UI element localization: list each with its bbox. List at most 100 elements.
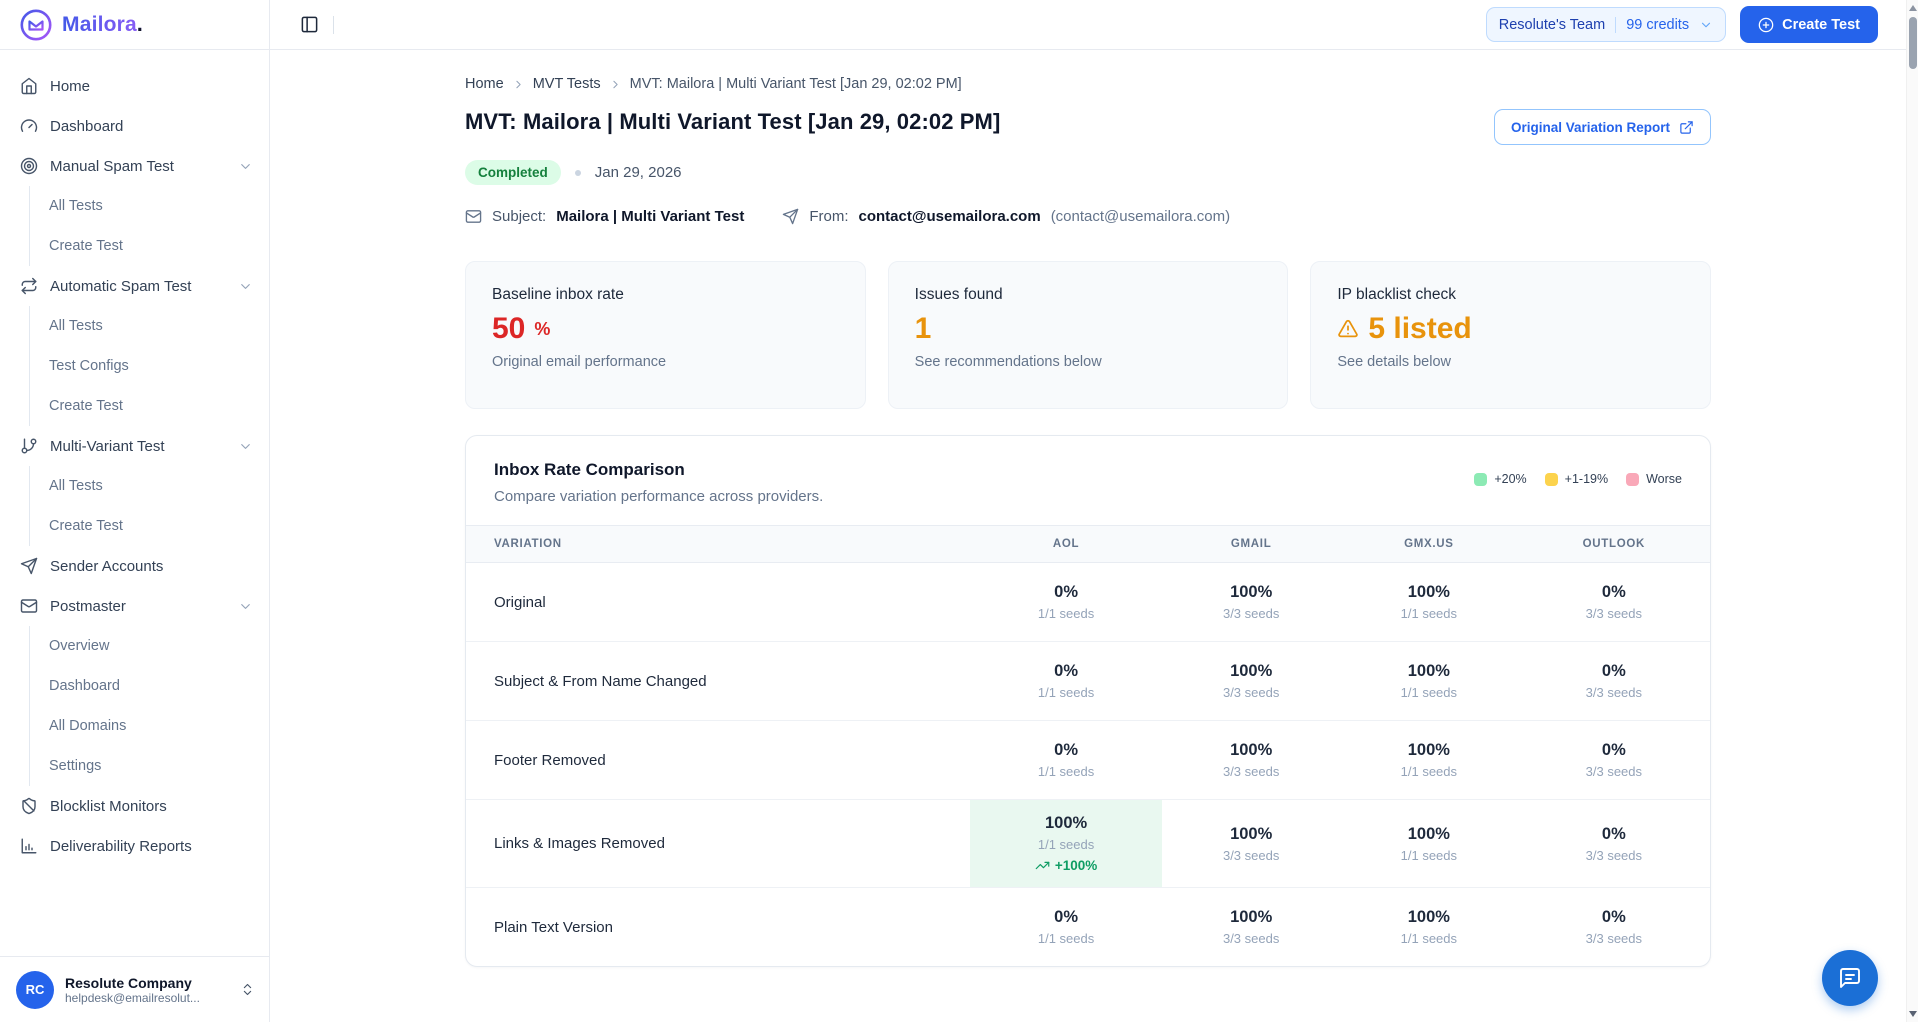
sidebar-item-dashboard-postmaster[interactable]: Dashboard — [49, 678, 120, 694]
provider-cell-outlook: 0% 3/3 seeds — [1517, 562, 1710, 642]
scrollbar-thumb[interactable] — [1909, 17, 1917, 69]
stat-card-issues-found: Issues found 1 See recommendations below — [887, 261, 1289, 409]
subject-value: Mailora | Multi Variant Test — [556, 208, 745, 225]
user-menu[interactable]: RC Resolute Company helpdesk@emailresolu… — [0, 956, 269, 1022]
inbox-rate: 0% — [1601, 908, 1626, 926]
stat-label: Baseline inbox rate — [492, 286, 624, 303]
create-test-button[interactable]: Create Test — [1740, 6, 1878, 43]
variation-row-subject-from-name-changed: Subject & From Name Changed 0% 1/1 seeds 10… — [466, 641, 1710, 721]
provider-cell-gmail: 100% 3/3 seeds — [1162, 720, 1340, 800]
sidebar-item-test-configs-automatic-spam-test[interactable]: Test Configs — [49, 358, 129, 374]
sidebar-item-deliverability-reports[interactable]: Deliverability Reports — [0, 826, 269, 866]
git-branch-icon — [20, 437, 38, 455]
stat-value: 1 — [914, 312, 932, 345]
dot-separator — [574, 169, 581, 176]
original-variation-report-button[interactable]: Original Variation Report — [1493, 109, 1711, 145]
from-value: contact@usemailora.com — [858, 208, 1041, 225]
scroll-up-arrow[interactable] — [1909, 5, 1917, 11]
external-link-icon — [1679, 120, 1694, 135]
sidebar-item-sender-accounts[interactable]: Sender Accounts — [0, 546, 269, 586]
legend-item-20: +20% — [1474, 472, 1527, 486]
chat-widget-button[interactable] — [1822, 950, 1878, 1006]
seed-count: 3/3 seeds — [1222, 685, 1280, 700]
legend-label: Worse — [1646, 472, 1682, 486]
sidebar-subgroup-manual-spam-test: All Tests Create Test — [29, 186, 269, 266]
seed-count: 3/3 seeds — [1222, 606, 1280, 621]
column-header-aol: AOL — [969, 525, 1163, 563]
stat-card-ip-blacklist-check: IP blacklist check 5 listed See details be… — [1310, 261, 1712, 409]
sidebar-item-create-test-automatic-spam-test[interactable]: Create Test — [49, 398, 123, 414]
from-secondary: (contact@usemailora.com) — [1050, 208, 1231, 225]
page-content: Home MVT Tests MVT: Mailora | Multi Vari… — [270, 50, 1906, 1022]
legend-swatch — [1544, 472, 1558, 486]
sidebar-item-create-test-multi-variant-test[interactable]: Create Test — [49, 518, 123, 534]
sidebar-toggle-button[interactable] — [300, 15, 319, 34]
seed-count: 3/3 seeds — [1222, 847, 1280, 863]
topbar-divider — [333, 15, 334, 34]
variation-name: Subject & From Name Changed — [466, 641, 970, 721]
legend-label: +1-19% — [1564, 472, 1609, 486]
legend-item-worse: Worse — [1626, 472, 1682, 486]
sidebar-item-overview-postmaster[interactable]: Overview — [49, 638, 110, 654]
inbox-rate: 0% — [1601, 662, 1626, 680]
sidebar-item-blocklist-monitors[interactable]: Blocklist Monitors — [0, 786, 269, 826]
sidebar-item-all-tests-automatic-spam-test[interactable]: All Tests — [49, 318, 103, 334]
mail-icon — [465, 208, 482, 225]
inbox-rate: 100% — [1230, 583, 1273, 601]
gauge-icon — [20, 117, 38, 135]
seed-count: 1/1 seeds — [1037, 931, 1095, 946]
chevron-right-icon — [609, 78, 622, 91]
chevron-right-icon — [512, 78, 525, 91]
sidebar-item-home[interactable]: Home — [0, 66, 269, 106]
chevron-down-icon — [238, 279, 253, 294]
seed-count: 3/3 seeds — [1222, 931, 1280, 946]
provider-cell-gmail: 100% 3/3 seeds — [1162, 641, 1340, 721]
sidebar-subgroup-multi-variant-test: All Tests Create Test — [29, 466, 269, 546]
inbox-rate: 0% — [1601, 741, 1626, 759]
stat-value-suffix: % — [534, 318, 551, 339]
send-icon — [782, 208, 799, 225]
breadcrumb-mvt-tests[interactable]: MVT Tests — [532, 76, 601, 92]
seed-count: 3/3 seeds — [1585, 847, 1643, 863]
seed-count: 1/1 seeds — [1400, 847, 1458, 863]
stat-value: 50 — [492, 312, 526, 345]
inbox-rate: 100% — [1230, 824, 1273, 843]
inbox-rate: 0% — [1054, 583, 1078, 601]
sidebar-item-manual-spam-test[interactable]: Manual Spam Test — [0, 146, 269, 186]
seed-count: 3/3 seeds — [1585, 685, 1643, 700]
sidebar-item-all-tests-manual-spam-test[interactable]: All Tests — [49, 198, 103, 214]
sidebar-item-label: Manual Spam Test — [50, 157, 174, 175]
main-area: Resolute's Team 99 credits Create Test H… — [270, 0, 1906, 1022]
inbox-rate: 100% — [1407, 662, 1450, 680]
seed-count: 1/1 seeds — [1400, 685, 1458, 700]
sidebar-item-all-domains-postmaster[interactable]: All Domains — [49, 718, 127, 734]
comparison-table: VARIATION AOL GMAIL GMX.US OUTLOOK Original 0… — [466, 525, 1710, 966]
chevron-down-icon — [1699, 18, 1713, 32]
sidebar-item-dashboard[interactable]: Dashboard — [0, 106, 269, 146]
sidebar-item-postmaster[interactable]: Postmaster — [0, 586, 269, 626]
column-header-gmail: GMAIL — [1162, 525, 1340, 563]
user-email: helpdesk@emailresolut... — [65, 990, 200, 1005]
brand-name: Mailora. — [62, 12, 143, 36]
sidebar-item-label: Home — [50, 77, 91, 95]
send-icon — [20, 557, 38, 575]
sidebar-item-multi-variant-test[interactable]: Multi-Variant Test — [0, 426, 269, 466]
stat-label: Issues found — [914, 286, 1003, 303]
topbar: Resolute's Team 99 credits Create Test — [270, 0, 1906, 50]
sidebar-item-settings-postmaster[interactable]: Settings — [49, 758, 102, 774]
sidebar-item-label: Automatic Spam Test — [50, 277, 192, 295]
provider-cell-gmx-us: 100% 1/1 seeds — [1340, 641, 1518, 721]
brand-logo[interactable]: Mailora. — [0, 0, 269, 50]
seed-count: 3/3 seeds — [1585, 931, 1643, 946]
inbox-rate: 0% — [1054, 908, 1078, 926]
scroll-down-arrow[interactable] — [1909, 1011, 1917, 1017]
repeat-icon — [20, 277, 38, 295]
team-credits-dropdown[interactable]: Resolute's Team 99 credits — [1485, 7, 1727, 42]
legend: +20% +1-19% Worse — [1474, 460, 1682, 486]
sidebar-item-all-tests-multi-variant-test[interactable]: All Tests — [49, 478, 103, 494]
sidebar-item-create-test-manual-spam-test[interactable]: Create Test — [49, 238, 123, 254]
variation-row-plain-text-version: Plain Text Version 0% 1/1 seeds 100% 3/3 see… — [466, 888, 1710, 967]
breadcrumb-home[interactable]: Home — [465, 76, 504, 92]
sidebar-item-automatic-spam-test[interactable]: Automatic Spam Test — [0, 266, 269, 306]
email-meta: Subject: Mailora | Multi Variant Test Fr… — [465, 208, 1711, 225]
